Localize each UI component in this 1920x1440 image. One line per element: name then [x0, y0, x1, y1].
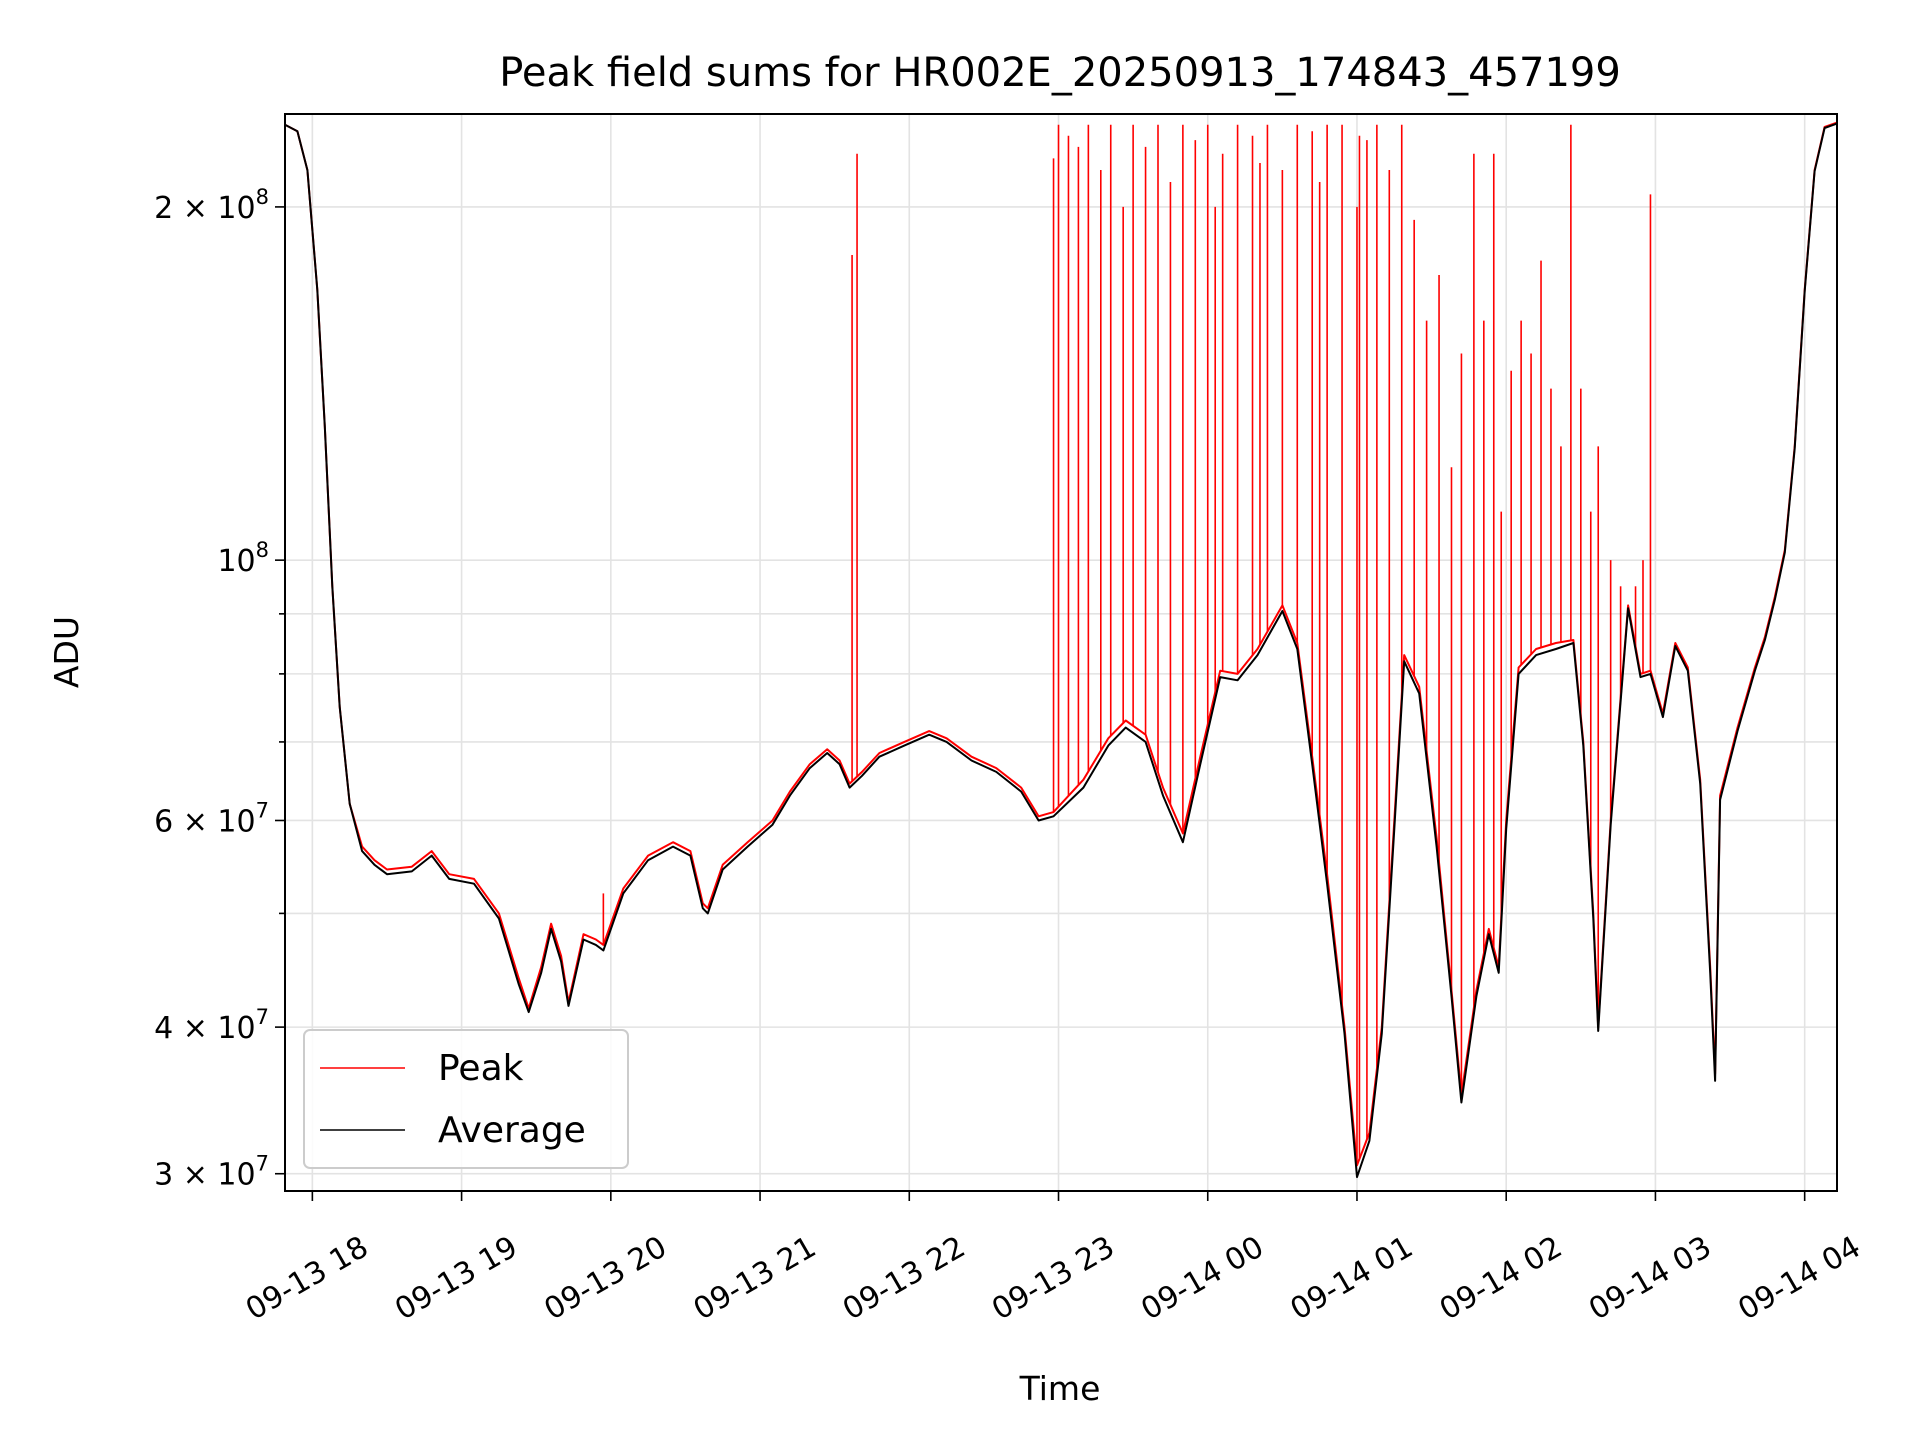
series-average [284, 122, 1838, 1179]
series-peak [284, 121, 1838, 1167]
y-tick-label: 2 × 108 [154, 185, 269, 226]
grid-layer [285, 114, 1837, 1191]
series-line-average [284, 122, 1838, 1179]
legend-label-average: Average [438, 1110, 586, 1151]
chart-title: Peak field sums for HR002E_20250913_1748… [499, 50, 1621, 96]
x-axis-title: Time [1019, 1369, 1101, 1408]
series-layer [284, 121, 1838, 1179]
legend: Peak Average [303, 1029, 629, 1169]
y-tick-label: 4 × 107 [154, 1005, 269, 1046]
y-tick-label: 6 × 107 [154, 798, 269, 839]
legend-box [303, 1029, 629, 1169]
legend-label-peak: Peak [438, 1048, 524, 1089]
series-line-peak [284, 121, 1838, 1167]
y-axis-title: ADU [47, 616, 86, 688]
plot-frame [284, 113, 1838, 1192]
y-tick-label: 3 × 107 [154, 1152, 269, 1193]
